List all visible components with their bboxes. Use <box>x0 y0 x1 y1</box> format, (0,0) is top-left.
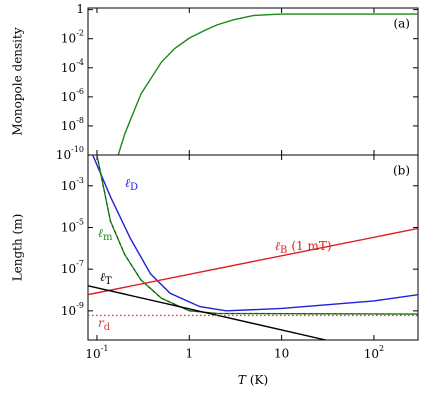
series-subscript: D <box>130 182 138 193</box>
tick-base: 10 <box>61 220 76 234</box>
series-name: ℓ <box>100 270 105 284</box>
panel-label: (b) <box>393 164 410 178</box>
tick-label: 10-8 <box>61 116 84 132</box>
series-line <box>92 155 418 312</box>
x-label-symbol: T <box>238 373 247 387</box>
series-subscript: d <box>104 322 111 333</box>
tick-label: 10-9 <box>61 301 84 318</box>
tick-label: 10 <box>274 347 289 361</box>
plot-frame <box>87 154 419 341</box>
tick-base: 10 <box>364 347 379 361</box>
series-line <box>88 285 326 340</box>
tick-label: 1 <box>185 347 193 361</box>
tick-exponent: -2 <box>76 29 84 38</box>
x-label-unit: (K) <box>250 373 268 387</box>
y-axis-label: Monopole density <box>11 27 25 135</box>
series-line <box>96 155 418 315</box>
series-name: ℓ <box>98 226 103 240</box>
tick-exponent: -6 <box>76 87 84 96</box>
tick-label: 10-1 <box>85 344 108 361</box>
tick-exponent: -4 <box>76 58 84 67</box>
series-line <box>117 13 418 155</box>
tick-exponent: -1 <box>101 344 109 353</box>
tick-exponent: -10 <box>71 145 84 154</box>
tick-label: 1 <box>76 2 84 16</box>
tick-base: 10 <box>61 262 76 276</box>
tick-exponent: 2 <box>379 344 384 353</box>
series-label: ℓB (1 mT) <box>275 239 332 256</box>
tick-exponent: -9 <box>76 301 84 310</box>
tick-label: 10-10 <box>56 145 84 162</box>
tick-label: 10-4 <box>61 58 84 75</box>
tick-base: 10 <box>61 89 76 103</box>
series-note: (1 mT) <box>291 239 331 253</box>
series-subscript: B <box>280 245 287 256</box>
x-axis-label: T (K) <box>238 373 268 387</box>
tick-base: 10 <box>61 303 76 317</box>
tick-base: 10 <box>61 178 76 192</box>
tick-exponent: -8 <box>76 116 84 125</box>
tick-label: 102 <box>364 344 384 361</box>
series-name: r <box>98 316 105 330</box>
series-name: ℓ <box>275 239 280 253</box>
tick-label: 10-2 <box>61 29 84 46</box>
series-label: ℓD <box>125 176 138 193</box>
series-line-dash <box>96 155 418 315</box>
tick-base: 10 <box>61 31 76 45</box>
series-subscript: m <box>103 232 113 243</box>
tick-base: 10 <box>56 148 71 162</box>
panel-label: (a) <box>393 17 410 31</box>
tick-label: 10-6 <box>61 87 84 104</box>
tick-exponent: -3 <box>76 176 84 185</box>
y-axis-label: Length (m) <box>11 214 25 282</box>
tick-exponent: -5 <box>76 217 84 226</box>
series-label: rd <box>98 316 111 333</box>
series-subscript: T <box>105 276 112 287</box>
tick-label: 10-3 <box>61 176 84 193</box>
tick-base: 10 <box>85 347 100 361</box>
series-label: ℓm <box>98 226 113 243</box>
tick-exponent: -7 <box>76 259 84 268</box>
tick-base: 10 <box>61 118 76 132</box>
tick-label: 10-5 <box>61 217 84 234</box>
series-label: ℓT <box>100 270 112 287</box>
tick-label: 10-7 <box>61 259 84 276</box>
tick-base: 10 <box>61 60 76 74</box>
series-name: ℓ <box>125 176 130 190</box>
plot-frame <box>87 7 419 156</box>
series-line <box>88 227 418 296</box>
